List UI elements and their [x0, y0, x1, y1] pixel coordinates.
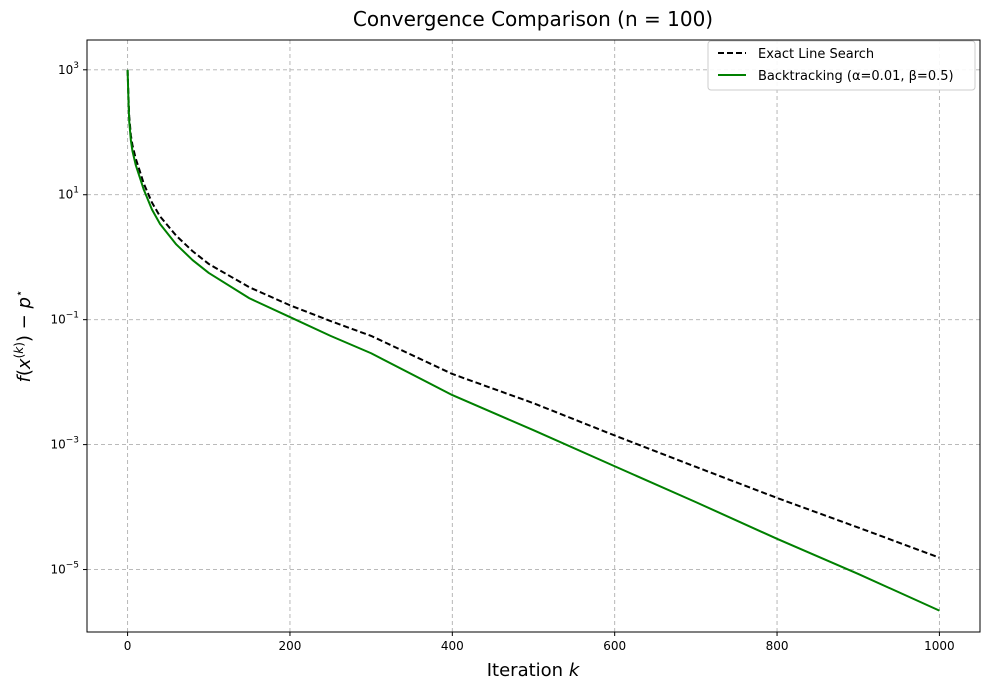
x-axis-ticks: 0 200 400 600 800 1000 — [124, 632, 955, 653]
legend-label-exact: Exact Line Search — [758, 47, 874, 62]
legend-box — [707, 40, 976, 91]
plot-area-frame — [86, 39, 981, 633]
y-axis-label: f(x(k)) − p⋆ — [12, 290, 35, 383]
y-tick-label: 10−3 — [50, 436, 79, 452]
x-tick-label: 200 — [279, 639, 302, 653]
y-tick-label: 101 — [58, 186, 79, 202]
x-tick-label: 800 — [766, 639, 789, 653]
series-layer — [126, 69, 940, 612]
y-tick-label: 10−5 — [50, 561, 79, 577]
x-tick-label: 400 — [441, 639, 464, 653]
y-tick-label: 103 — [58, 61, 79, 77]
x-tick-label: 600 — [603, 639, 626, 653]
y-tick-label: 10−1 — [50, 311, 79, 327]
series-line-backtracking — [126, 69, 940, 612]
x-tick-label: 1000 — [924, 639, 955, 653]
legend-label-backtracking: Backtracking (α=0.01, β=0.5) — [758, 69, 954, 84]
x-axis-label: Iteration k — [487, 660, 581, 681]
x-tick-label: 0 — [124, 639, 132, 653]
y-axis-ticks: 103 101 10−1 10−3 10−5 — [50, 61, 87, 577]
legend: Exact Line Search Backtracking (α=0.01, … — [707, 40, 976, 91]
chart-title: Convergence Comparison (n = 100) — [353, 7, 713, 31]
